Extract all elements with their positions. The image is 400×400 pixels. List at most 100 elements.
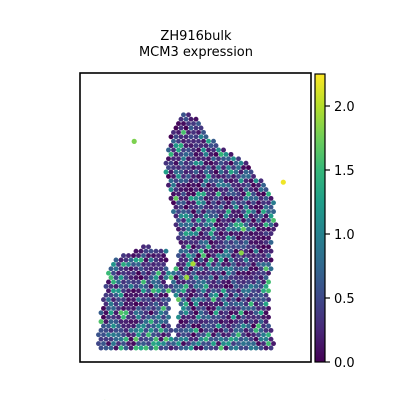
expression-spot [196,165,201,171]
expression-spot [248,301,254,307]
expression-spot [103,283,109,289]
expression-spot [191,200,196,206]
expression-spot [111,341,116,347]
expression-spot [103,327,109,333]
expression-spot [163,310,169,316]
plot-area [79,72,312,400]
expression-spot [183,292,189,298]
expression-spot [173,143,179,149]
expression-spot [221,314,226,320]
expression-spot [156,288,161,294]
expression-spot [143,292,149,298]
expression-spot [213,257,219,263]
expression-spot [208,169,214,175]
expression-spot [143,248,149,254]
expression-spot [123,283,129,289]
expression-spot [233,169,239,175]
expression-spot [208,231,214,237]
expression-spot [243,310,249,316]
expression-spot [206,217,211,223]
expression-spot [266,226,271,232]
expression-spot [151,270,156,276]
expression-spot [241,182,246,188]
expression-spot [193,178,199,184]
expression-spot [188,292,194,298]
expression-spot [206,270,211,276]
expression-spot [236,217,241,223]
expression-spot [131,253,136,259]
expression-spot [221,297,226,303]
spot-layer [96,112,286,400]
expression-spot [208,143,214,149]
expression-spot [121,305,126,311]
expression-spot [143,310,149,316]
expression-spot [178,319,184,325]
expression-spot [246,209,251,215]
expression-spot [253,292,259,298]
expression-spot [116,341,121,347]
expression-spot [156,279,161,285]
expression-spot [261,261,266,267]
expression-spot [228,275,234,281]
expression-spot [261,235,266,241]
expression-spot [226,314,231,320]
expression-spot [201,279,206,285]
expression-spot [241,226,246,232]
expression-spot [246,261,251,267]
expression-spot [238,239,244,245]
expression-spot [221,200,226,206]
expression-spot [166,173,171,179]
expression-spot [143,327,149,333]
expression-spot [263,283,269,289]
expression-spot [201,244,206,250]
expression-spot [158,301,164,307]
expression-spot [121,323,126,329]
expression-spot [258,213,264,219]
expression-spot [151,332,156,338]
expression-spot [181,121,186,127]
expression-spot [123,336,129,342]
expression-spot [128,336,134,342]
expression-spot [231,226,236,232]
expression-spot [186,288,191,294]
expression-spot [103,345,109,351]
expression-spot [211,244,216,250]
expression-spot [201,314,206,320]
expression-spot [231,200,236,206]
expression-spot [121,297,126,303]
expression-spot [258,204,264,210]
expression-spot [158,275,164,281]
expression-spot [226,156,231,162]
expression-spot [186,173,191,179]
expression-spot [241,217,246,223]
expression-spot [226,235,231,241]
expression-spot [268,257,274,263]
expression-spot [208,327,214,333]
expression-spot [121,332,126,338]
expression-spot [226,165,231,171]
expression-spot [216,288,221,294]
expression-spot [233,213,239,219]
expression-spot [201,253,206,259]
expression-spot [213,327,219,333]
expression-spot [183,222,189,228]
expression-spot [108,292,114,298]
expression-spot [186,305,191,311]
expression-spot [188,301,194,307]
expression-spot [233,327,239,333]
expression-spot [213,283,219,289]
expression-spot [208,283,214,289]
expression-spot [168,327,174,333]
expression-spot [203,248,209,254]
expression-spot [113,301,119,307]
expression-spot [163,169,169,175]
expression-spot [231,182,236,188]
expression-spot [163,327,169,333]
expression-spot [133,266,139,272]
expression-spot [196,332,201,338]
expression-spot [168,134,174,140]
expression-spot [141,323,146,329]
expression-spot [198,319,204,325]
expression-spot [193,266,199,272]
expression-spot [228,283,234,289]
